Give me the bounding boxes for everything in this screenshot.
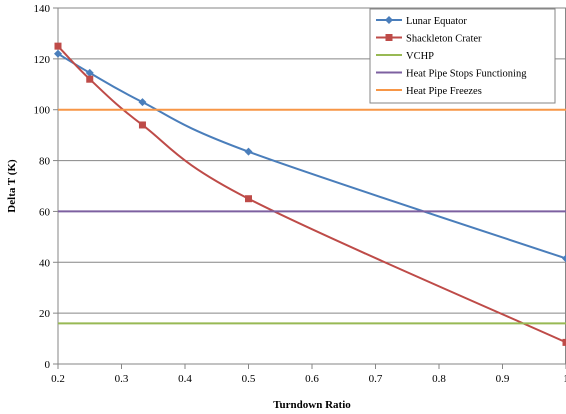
diamond-marker bbox=[562, 254, 566, 263]
diamond-marker bbox=[85, 68, 94, 77]
y-tick-label: 100 bbox=[34, 105, 51, 117]
x-tick-label: 0.4 bbox=[178, 373, 192, 385]
legend-item-lunar-equator: Lunar Equator bbox=[376, 16, 467, 27]
square-marker bbox=[54, 42, 62, 50]
square-marker bbox=[245, 195, 252, 203]
legend-label: Shackleton Crater bbox=[406, 34, 482, 45]
diamond-marker bbox=[54, 49, 62, 58]
square-marker bbox=[562, 338, 566, 346]
y-tick-label: 20 bbox=[39, 308, 51, 320]
diamond-marker bbox=[138, 98, 147, 107]
x-tick-label: 0.2 bbox=[51, 373, 65, 385]
legend-item-shackleton-crater: Shackleton Crater bbox=[376, 34, 482, 45]
legend-label: Heat Pipe Stops Functioning bbox=[406, 69, 527, 80]
legend-item-heat-pipe-freezes: Heat Pipe Freezes bbox=[376, 86, 482, 97]
y-tick-label: 0 bbox=[45, 359, 51, 371]
legend-label: VCHP bbox=[406, 51, 434, 62]
x-axis-title: Turndown Ratio bbox=[273, 399, 351, 411]
y-tick-label: 140 bbox=[34, 3, 51, 15]
x-tick-label: 0.8 bbox=[432, 373, 446, 385]
y-axis-ticks: 0 20 40 60 80 100 120 140 bbox=[34, 3, 58, 371]
x-axis-ticks: 0.2 0.3 0.4 0.5 0.6 0.7 0.8 0.9 1 bbox=[51, 364, 566, 385]
legend-label: Lunar Equator bbox=[406, 16, 467, 27]
diamond-marker bbox=[385, 16, 393, 24]
legend-item-vchp: VCHP bbox=[376, 51, 434, 62]
y-tick-label: 80 bbox=[39, 156, 51, 168]
legend: Lunar Equator Shackleton Crater VCHP Heat P… bbox=[369, 8, 556, 104]
y-tick-label: 40 bbox=[39, 257, 51, 269]
x-tick-label: 0.7 bbox=[369, 373, 383, 385]
x-tick-label: 1 bbox=[563, 373, 566, 385]
series-layer bbox=[54, 42, 566, 346]
x-tick-label: 0.3 bbox=[115, 373, 129, 385]
y-axis-title: Delta T (K) bbox=[6, 159, 18, 213]
x-tick-label: 0.6 bbox=[305, 373, 319, 385]
legend-label: Heat Pipe Freezes bbox=[406, 86, 482, 97]
series-shackleton-crater bbox=[54, 42, 566, 346]
y-tick-label: 120 bbox=[34, 54, 51, 66]
square-marker bbox=[138, 121, 146, 129]
square-marker bbox=[86, 75, 94, 83]
x-tick-label: 0.5 bbox=[242, 373, 256, 385]
diamond-marker bbox=[244, 147, 253, 156]
y-tick-label: 60 bbox=[39, 206, 51, 218]
legend-item-heat-pipe-stops-functioning: Heat Pipe Stops Functioning bbox=[376, 69, 527, 80]
square-marker bbox=[385, 34, 393, 41]
x-tick-label: 0.9 bbox=[496, 373, 510, 385]
series-lunar-equator bbox=[54, 49, 566, 263]
